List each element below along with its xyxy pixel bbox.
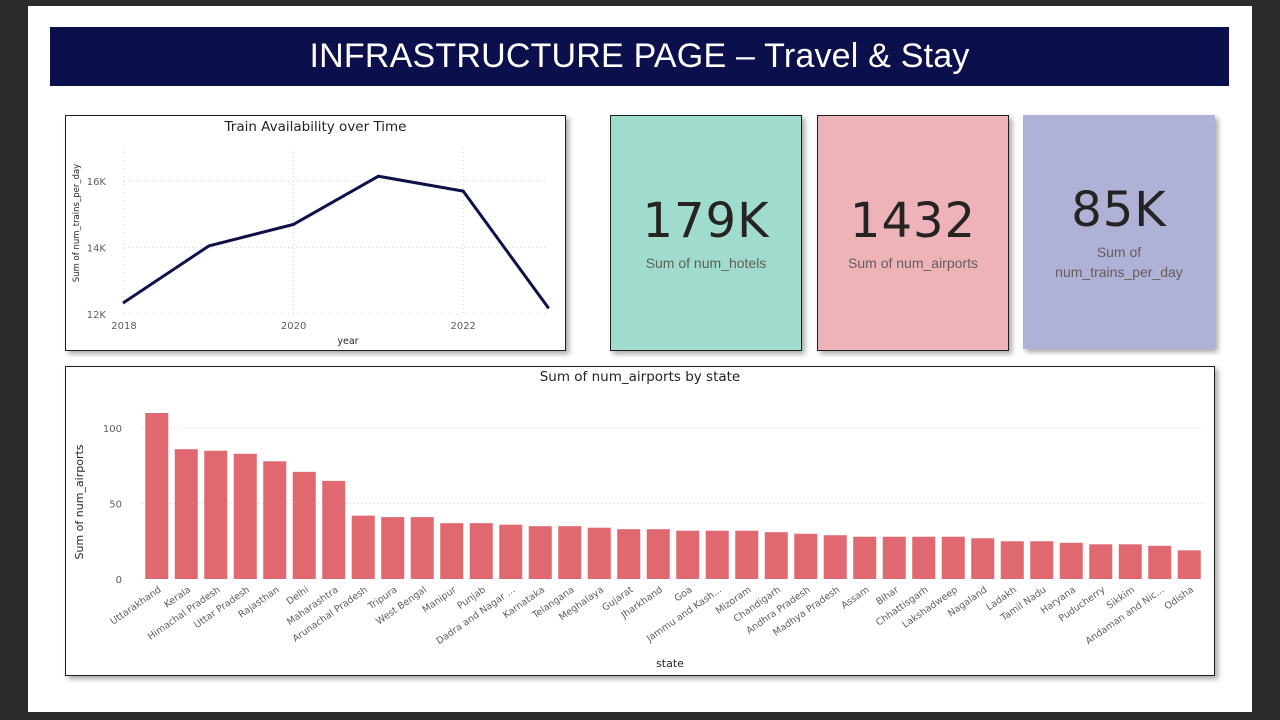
bar	[912, 536, 936, 579]
bar	[794, 533, 818, 579]
line-chart-svg: 12K 14K 16K 2018 2020 2022 year Sum of num_trai…	[72, 148, 550, 347]
y-tick-label: 50	[109, 500, 122, 511]
bar	[558, 526, 582, 579]
bar	[971, 538, 995, 579]
x-tick-label: Goa	[673, 584, 695, 604]
y-tick-label: 16K	[87, 177, 107, 188]
kpi-card-trains[interactable]: 85K Sum of num_trains_per_day	[1023, 115, 1215, 349]
bar	[735, 530, 759, 579]
bar	[823, 535, 847, 579]
bar	[145, 413, 169, 579]
x-axis-label: year	[337, 336, 358, 347]
line-point	[461, 189, 465, 193]
bar	[764, 532, 788, 579]
bar	[1177, 550, 1201, 579]
line-point	[122, 300, 126, 304]
title-banner: INFRASTRUCTURE PAGE – Travel & Stay	[50, 27, 1229, 86]
train-availability-chart[interactable]: Train Availability over Time 12K 14K 16K 20…	[65, 115, 566, 351]
trains-series-line	[123, 174, 550, 309]
bar-chart-title: Sum of num_airports by state	[539, 369, 741, 385]
bar	[322, 480, 346, 579]
bar	[469, 523, 493, 579]
bar	[1030, 541, 1054, 579]
bar	[646, 529, 670, 579]
bar	[174, 449, 198, 579]
bar	[233, 453, 257, 579]
line-point	[376, 174, 380, 178]
bar	[1000, 541, 1024, 579]
x-tick-label: Odisha	[1163, 584, 1196, 612]
bar	[204, 450, 228, 579]
kpi-trains-label: Sum of num_trains_per_day	[1055, 242, 1183, 282]
y-tick-label: 12K	[87, 310, 107, 321]
bar	[1089, 544, 1113, 579]
line-point	[292, 222, 296, 226]
bar	[1148, 545, 1172, 579]
bar	[292, 471, 316, 579]
y-tick-label: 100	[103, 424, 122, 435]
y-tick-label: 0	[116, 575, 122, 586]
line-chart-title: Train Availability over Time	[224, 119, 407, 135]
x-axis-label: state	[656, 657, 684, 670]
x-tick-label: 2022	[450, 321, 475, 332]
bar	[617, 529, 641, 579]
kpi-airports-value: 1432	[849, 193, 977, 249]
report-page: INFRASTRUCTURE PAGE – Travel & Stay Trai…	[28, 6, 1252, 712]
kpi-trains-value: 85K	[1071, 182, 1167, 238]
bar	[381, 517, 405, 579]
page-title: INFRASTRUCTURE PAGE – Travel & Stay	[309, 37, 970, 75]
bar	[853, 536, 877, 579]
kpi-trains-label-line1: Sum of	[1096, 244, 1142, 260]
bar	[705, 530, 729, 579]
bar	[440, 523, 464, 579]
x-tick-label: Assam	[839, 584, 871, 611]
kpi-trains-label-line2: num_trains_per_day	[1055, 264, 1183, 280]
bar	[882, 536, 906, 579]
x-tick-label: Uttarakhand	[109, 584, 164, 627]
bar	[587, 527, 611, 579]
airports-by-state-chart[interactable]: Sum of num_airports by state 0 50 100 Uttar…	[65, 366, 1215, 676]
x-tick-label: 2018	[111, 321, 136, 332]
bar	[499, 524, 523, 579]
kpi-card-hotels[interactable]: 179K Sum of num_hotels	[610, 115, 802, 351]
bar	[263, 461, 287, 579]
kpi-card-airports[interactable]: 1432 Sum of num_airports	[817, 115, 1009, 351]
line-point	[546, 305, 550, 309]
kpi-airports-label: Sum of num_airports	[848, 255, 978, 271]
line-point	[207, 244, 211, 248]
bar	[1118, 544, 1142, 579]
y-tick-label: 14K	[87, 244, 107, 255]
kpi-hotels-value: 179K	[642, 193, 770, 249]
x-tick-label: 2020	[281, 321, 306, 332]
bar	[351, 515, 375, 579]
x-tick-label: Manipur	[421, 584, 459, 615]
kpi-hotels-label: Sum of num_hotels	[645, 255, 767, 271]
bar	[941, 536, 965, 579]
bar	[410, 517, 434, 579]
y-axis-label: Sum of num_trains_per_day	[72, 164, 82, 282]
bar	[676, 530, 700, 579]
bar	[1059, 542, 1083, 579]
bar	[528, 526, 552, 579]
y-axis-label: Sum of num_airports	[73, 444, 86, 559]
